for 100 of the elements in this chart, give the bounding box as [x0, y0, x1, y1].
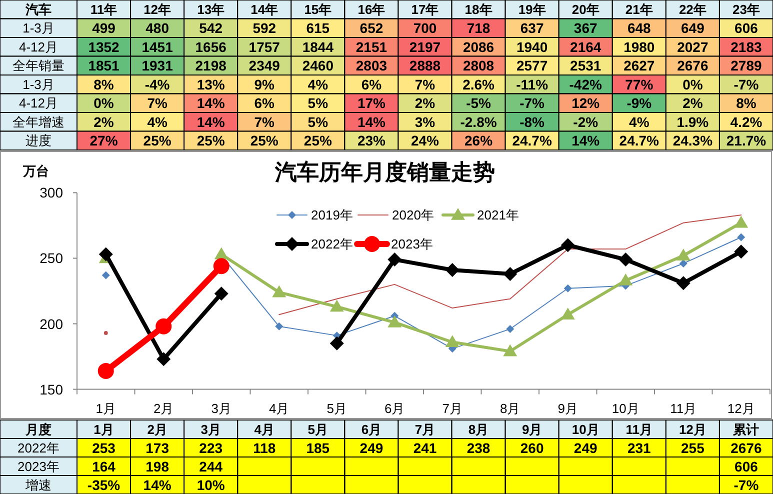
data-label: 1844 — [302, 38, 334, 55]
x-tick-label: 5月 — [326, 400, 347, 416]
data-label: 17% — [357, 95, 386, 112]
data-label: 606 — [734, 458, 758, 474]
data-label: 241 — [413, 440, 437, 456]
data-label: 23% — [357, 132, 386, 149]
data-label: -9% — [626, 95, 652, 112]
y-tick-label: 1-3月 — [22, 76, 54, 92]
point — [734, 216, 748, 228]
data-label: 2349 — [248, 58, 280, 74]
x-tick-label: 17年 — [411, 2, 439, 17]
data-label: 367 — [574, 20, 598, 36]
data-label: 249 — [574, 440, 598, 456]
data-label: 2027 — [677, 38, 708, 55]
point — [618, 252, 633, 267]
data-label: 2086 — [462, 38, 494, 55]
y-tick-label: 150 — [40, 381, 64, 398]
data-label: 238 — [466, 440, 490, 456]
x-tick-label: 9月 — [558, 400, 578, 416]
point — [98, 247, 113, 262]
x-tick-label: 11月 — [670, 400, 697, 416]
x-tick-label: 13年 — [197, 2, 225, 17]
data-label: 14% — [196, 95, 226, 112]
data-label: 2577 — [516, 58, 548, 74]
data-label: 2.6% — [462, 76, 496, 92]
data-label: 7% — [414, 76, 436, 92]
data-label: 10% — [196, 476, 226, 493]
data-label: 1757 — [248, 38, 280, 55]
data-label: 0% — [682, 76, 704, 92]
y-tick-label: 全年销量 — [12, 58, 64, 74]
y-tick-label: 300 — [40, 184, 64, 201]
data-label: 164 — [92, 458, 116, 474]
data-label: -4% — [144, 76, 170, 92]
point — [214, 247, 228, 260]
data-label: 21.7% — [726, 132, 767, 149]
x-tick-label: 累计 — [732, 422, 760, 437]
data-label: 25% — [143, 132, 172, 149]
data-label: 2% — [94, 114, 114, 130]
point — [272, 285, 286, 298]
data-label: 2460 — [302, 58, 334, 74]
y-tick-label: 进度 — [26, 133, 52, 148]
y-axis-title: 万台 — [22, 164, 49, 178]
data-label: -7% — [520, 95, 546, 112]
x-tick-label: 3月 — [200, 422, 221, 437]
y-tick-label: 4-12月 — [18, 39, 58, 54]
data-label: -2.8% — [460, 114, 498, 130]
point — [445, 335, 460, 348]
y-tick-label: 250 — [40, 250, 64, 266]
x-tick-label: 19年 — [518, 2, 546, 17]
data-label: 223 — [199, 440, 223, 456]
data-label: 8% — [94, 76, 114, 92]
data-label: 2808 — [462, 58, 494, 74]
y-tick-label: 4-12月 — [18, 96, 58, 111]
point — [503, 266, 518, 281]
data-label: 6% — [361, 76, 382, 92]
x-tick-label: 5月 — [308, 422, 328, 437]
data-label: 2% — [414, 95, 436, 112]
x-tick-label: 1月 — [94, 422, 114, 437]
point — [156, 352, 171, 366]
x-tick-label: 10月 — [612, 400, 640, 416]
data-label: -42% — [569, 76, 603, 92]
data-label: 249 — [360, 440, 384, 456]
data-label: 615 — [306, 20, 330, 36]
data-label: 648 — [627, 20, 652, 36]
y-tick-label: 200 — [40, 316, 64, 332]
point — [560, 238, 575, 252]
data-label: 14% — [143, 476, 172, 493]
data-label: 25% — [304, 132, 332, 149]
data-label: 198 — [146, 458, 170, 474]
data-label: 14% — [196, 114, 226, 130]
point — [330, 336, 344, 350]
data-label: 25% — [250, 132, 279, 149]
x-tick-label: 4月 — [269, 400, 290, 416]
chart-title: 汽车历年月度销量走势 — [274, 160, 495, 184]
data-label: 24.3% — [672, 132, 714, 149]
data-label: 231 — [627, 440, 652, 456]
point — [98, 362, 114, 379]
x-tick-label: 11月 — [626, 422, 653, 437]
data-label: 2627 — [624, 58, 655, 74]
data-label: 649 — [681, 20, 705, 36]
data-label: -11% — [516, 76, 549, 92]
x-tick-label: 3月 — [211, 400, 232, 416]
x-tick-label: 18年 — [464, 2, 492, 17]
point — [275, 322, 284, 330]
data-label: 2197 — [409, 38, 441, 55]
data-label: 1352 — [88, 38, 120, 55]
data-label: 1980 — [624, 38, 655, 55]
data-label: 7% — [254, 114, 276, 130]
data-label: 244 — [199, 458, 223, 474]
data-label: 2% — [682, 95, 704, 112]
legend-label: 2021年 — [477, 208, 519, 222]
data-label: 253 — [92, 440, 116, 456]
data-label: 542 — [199, 20, 223, 36]
data-label: 4% — [308, 76, 329, 92]
point — [104, 330, 108, 335]
data-label: 185 — [306, 440, 330, 456]
data-label: 14% — [572, 132, 600, 149]
data-label: 4% — [147, 114, 168, 130]
data-label: 4% — [629, 114, 650, 130]
data-label: 592 — [252, 20, 276, 36]
